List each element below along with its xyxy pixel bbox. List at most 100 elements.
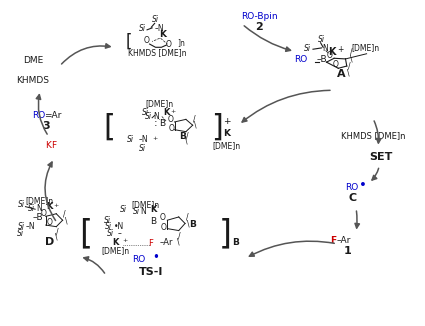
Text: \: \ <box>194 120 197 129</box>
Text: –Ar: –Ar <box>160 238 173 247</box>
Text: +: + <box>170 109 176 114</box>
Text: Si: Si <box>304 43 311 52</box>
Text: Si: Si <box>17 200 25 209</box>
Text: •N: •N <box>114 222 125 230</box>
Text: –Ar: –Ar <box>336 236 351 245</box>
Text: F: F <box>330 236 336 245</box>
Text: F: F <box>51 141 57 150</box>
Text: K: K <box>47 202 53 211</box>
Text: N: N <box>141 207 147 216</box>
Text: \: \ <box>347 68 349 77</box>
Text: \: \ <box>55 233 58 242</box>
Text: /: / <box>186 131 189 140</box>
Text: O: O <box>160 213 166 222</box>
Text: 3: 3 <box>42 121 50 131</box>
Text: Si: Si <box>17 230 24 238</box>
Text: Si: Si <box>104 216 111 225</box>
Text: O: O <box>161 223 167 232</box>
Text: /: / <box>193 114 196 123</box>
Text: +: + <box>337 45 343 54</box>
Text: O: O <box>165 40 171 49</box>
Text: \: \ <box>177 238 179 247</box>
Text: –B: –B <box>317 55 328 64</box>
Text: Si: Si <box>133 207 139 216</box>
Text: B: B <box>189 220 196 229</box>
Text: /: / <box>178 231 181 240</box>
Text: Si: Si <box>105 222 113 231</box>
Text: Si: Si <box>139 24 145 33</box>
Text: [DME]n: [DME]n <box>131 200 159 209</box>
Text: –: – <box>117 229 122 238</box>
Text: /: / <box>56 227 59 236</box>
Text: /: / <box>186 213 189 222</box>
Text: C: C <box>348 193 357 203</box>
Text: O: O <box>168 124 174 133</box>
Text: K: K <box>45 141 51 150</box>
Text: +: + <box>223 117 230 126</box>
Text: O: O <box>167 115 173 124</box>
Text: \: \ <box>187 220 190 229</box>
Text: K: K <box>163 109 170 117</box>
Text: K: K <box>112 238 119 247</box>
Text: –N: –N <box>26 222 35 231</box>
Text: –N: –N <box>139 135 148 144</box>
Text: O: O <box>327 51 333 60</box>
Text: O: O <box>47 218 52 227</box>
Text: RO: RO <box>346 184 359 192</box>
Text: [: [ <box>126 33 133 51</box>
Text: [DME]n: [DME]n <box>26 196 54 205</box>
Text: ]n: ]n <box>178 38 185 47</box>
Text: RO: RO <box>32 111 45 120</box>
Text: –N: –N <box>155 24 164 33</box>
Text: +: + <box>53 203 59 208</box>
Text: KHMDS [DME]n: KHMDS [DME]n <box>128 48 187 57</box>
Text: B: B <box>150 217 156 227</box>
Text: [DME]n: [DME]n <box>352 43 380 52</box>
Text: O: O <box>41 209 46 218</box>
Text: D: D <box>45 237 54 247</box>
Text: Si: Si <box>139 144 145 153</box>
Text: K: K <box>160 30 167 39</box>
Text: F: F <box>148 239 153 248</box>
Text: +: + <box>122 238 128 243</box>
Text: RO-Bpin: RO-Bpin <box>241 12 277 21</box>
Text: =Ar: =Ar <box>44 111 61 120</box>
Text: •: • <box>360 179 367 192</box>
Text: Si: Si <box>142 108 149 116</box>
Text: B: B <box>179 132 187 141</box>
Text: \: \ <box>185 137 188 146</box>
Text: 2: 2 <box>255 22 263 32</box>
Text: Si: Si <box>128 135 134 144</box>
Text: KHMDS: KHMDS <box>17 76 50 85</box>
Text: /: / <box>63 209 66 218</box>
Text: /: / <box>350 47 353 56</box>
Text: [: [ <box>103 112 115 141</box>
Text: RO: RO <box>294 55 308 64</box>
Text: N: N <box>153 112 159 121</box>
Text: A: A <box>337 69 346 79</box>
Text: :: : <box>154 118 158 128</box>
Text: TS-I: TS-I <box>139 267 164 276</box>
Text: Si: Si <box>120 205 127 215</box>
Text: [DME]n: [DME]n <box>146 99 174 109</box>
Text: Si: Si <box>318 35 325 44</box>
Text: Si: Si <box>145 112 152 121</box>
Text: Si: Si <box>152 15 159 24</box>
Text: O: O <box>143 36 149 45</box>
Text: Si: Si <box>17 222 25 231</box>
Text: B: B <box>159 119 165 128</box>
Text: ]: ] <box>219 218 232 251</box>
Text: 1: 1 <box>344 246 351 256</box>
Text: SET: SET <box>370 152 393 162</box>
Text: KHMDS [DME]n: KHMDS [DME]n <box>341 131 405 140</box>
Text: N: N <box>37 203 42 213</box>
Text: O: O <box>333 60 339 69</box>
Text: ]: ] <box>211 112 223 141</box>
Text: Si: Si <box>28 203 35 213</box>
Text: •: • <box>152 251 159 264</box>
Text: [DME]n: [DME]n <box>212 141 241 151</box>
Text: Si: Si <box>107 229 114 238</box>
Text: [DME]n: [DME]n <box>101 246 130 256</box>
Text: N: N <box>322 43 328 52</box>
Text: \: \ <box>350 54 352 63</box>
